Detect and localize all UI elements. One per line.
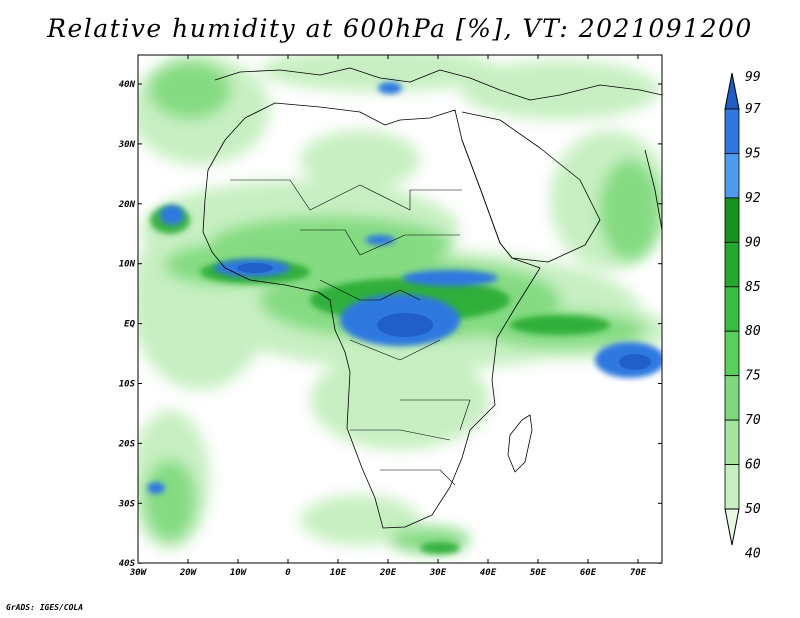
colorbar-label: 85 xyxy=(745,280,761,295)
lon-label: 20E xyxy=(379,568,397,578)
lat-label: 10S xyxy=(119,380,136,390)
colorbar-top-arrow xyxy=(724,72,740,110)
lon-label: 30W xyxy=(129,568,148,578)
colorbar-label: 70 xyxy=(745,413,761,428)
lon-label: 50E xyxy=(530,568,547,578)
india-coastline xyxy=(644,149,662,231)
colorbar-label: 40 xyxy=(745,546,761,561)
colorbar-segment xyxy=(724,153,740,199)
colorbar-segment xyxy=(724,375,740,421)
humidity-field xyxy=(138,55,662,563)
lon-label: 10W xyxy=(230,568,248,578)
colorbar-label: 60 xyxy=(745,458,761,473)
colorbar-segment xyxy=(724,241,740,288)
lon-label: 40E xyxy=(480,568,497,578)
country-borders xyxy=(230,179,471,486)
lat-label: 40S xyxy=(119,559,136,569)
colorbar: 99 97 95 92 90 85 80 75 70 60 50 40 xyxy=(724,70,761,561)
colorbar-segment xyxy=(724,419,740,465)
africa-coastline xyxy=(202,102,541,529)
colorbar-segment xyxy=(724,464,740,510)
lat-label: 30N xyxy=(118,140,136,150)
colorbar-segment xyxy=(724,286,740,332)
colorbar-label: 90 xyxy=(745,235,761,250)
colorbar-bottom-arrow xyxy=(724,508,740,546)
colorbar-segment xyxy=(724,330,740,377)
europe-coastline xyxy=(214,67,662,101)
lat-label: 30S xyxy=(118,499,136,509)
lat-label: 20N xyxy=(118,200,136,210)
lat-label: 10N xyxy=(119,260,136,270)
madagascar-outline xyxy=(507,414,533,473)
colorbar-label: 95 xyxy=(745,146,761,161)
colorbar-label: 92 xyxy=(745,191,761,206)
colorbar-segment xyxy=(724,197,740,243)
lon-label: 20W xyxy=(179,568,198,578)
lon-label: 0 xyxy=(285,568,291,578)
footer-credit: GrADS: IGES/COLA xyxy=(6,603,84,612)
lon-label: 10E xyxy=(330,568,347,578)
lat-label: 40N xyxy=(119,80,136,90)
lon-label: 30E xyxy=(429,568,447,578)
lon-label: 60E xyxy=(580,568,597,578)
colorbar-label: 80 xyxy=(745,324,761,339)
colorbar-label: 50 xyxy=(745,502,761,517)
colorbar-segment xyxy=(724,108,740,154)
lat-label: EQ xyxy=(124,320,135,330)
arabia-coastline xyxy=(461,111,601,263)
map-frame xyxy=(137,54,663,564)
lat-label: 20S xyxy=(118,439,136,449)
colorbar-label: 75 xyxy=(745,369,761,384)
colorbar-label: 99 xyxy=(745,70,761,85)
lon-label: 70E xyxy=(630,568,647,578)
colorbar-label: 97 xyxy=(745,102,761,117)
map-title: Relative humidity at 600hPa [%], VT: 202… xyxy=(47,14,753,43)
